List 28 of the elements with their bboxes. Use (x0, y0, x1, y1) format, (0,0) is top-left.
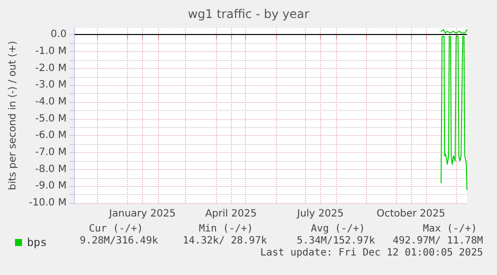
y-tick-label: -4.0 M (35, 96, 67, 108)
x-tick-label: October 2025 (376, 208, 446, 220)
y-tick-label: -6.0 M (35, 130, 67, 142)
text: Avg (-/+) (310, 224, 365, 234)
text: Min (-/+) (198, 224, 253, 234)
x-tick-label: January 2025 (108, 208, 176, 220)
text: 492.97M/ 11.78M (392, 236, 483, 246)
x-tick-label: July 2025 (296, 208, 344, 220)
text: 5.34M/152.97k (296, 236, 375, 246)
y-tick-label: -9.0 M (35, 180, 67, 192)
chart-title: wg1 traffic - by year (188, 7, 310, 21)
text: 9.28M/316.49k (80, 236, 158, 246)
y-tick-label: -3.0 M (35, 80, 67, 91)
y-axis-title: bits per second in (-) / out (+) (8, 40, 18, 190)
line-series (440, 36, 468, 190)
y-tick-label: -8.0 M (35, 164, 67, 175)
y-tick-label: -7.0 M (35, 147, 67, 158)
text: Max (-/+) (422, 224, 477, 234)
y-tick-label: -5.0 M (35, 113, 67, 124)
x-tick-label: April 2025 (205, 208, 257, 220)
y-tick-label: -1.0 M (35, 46, 67, 58)
text: 14.32k/ 28.97k (182, 236, 267, 246)
text: Last update: Fri Dec 12 01:00:05 2025 (260, 248, 483, 258)
y-tick-label: -10.0 M (28, 198, 67, 208)
y-tick-label: -2.0 M (35, 62, 67, 74)
text: Cur (-/+) (88, 224, 143, 234)
legend-label: bps (27, 236, 47, 249)
y-tick-label: 0.0 (50, 29, 67, 40)
